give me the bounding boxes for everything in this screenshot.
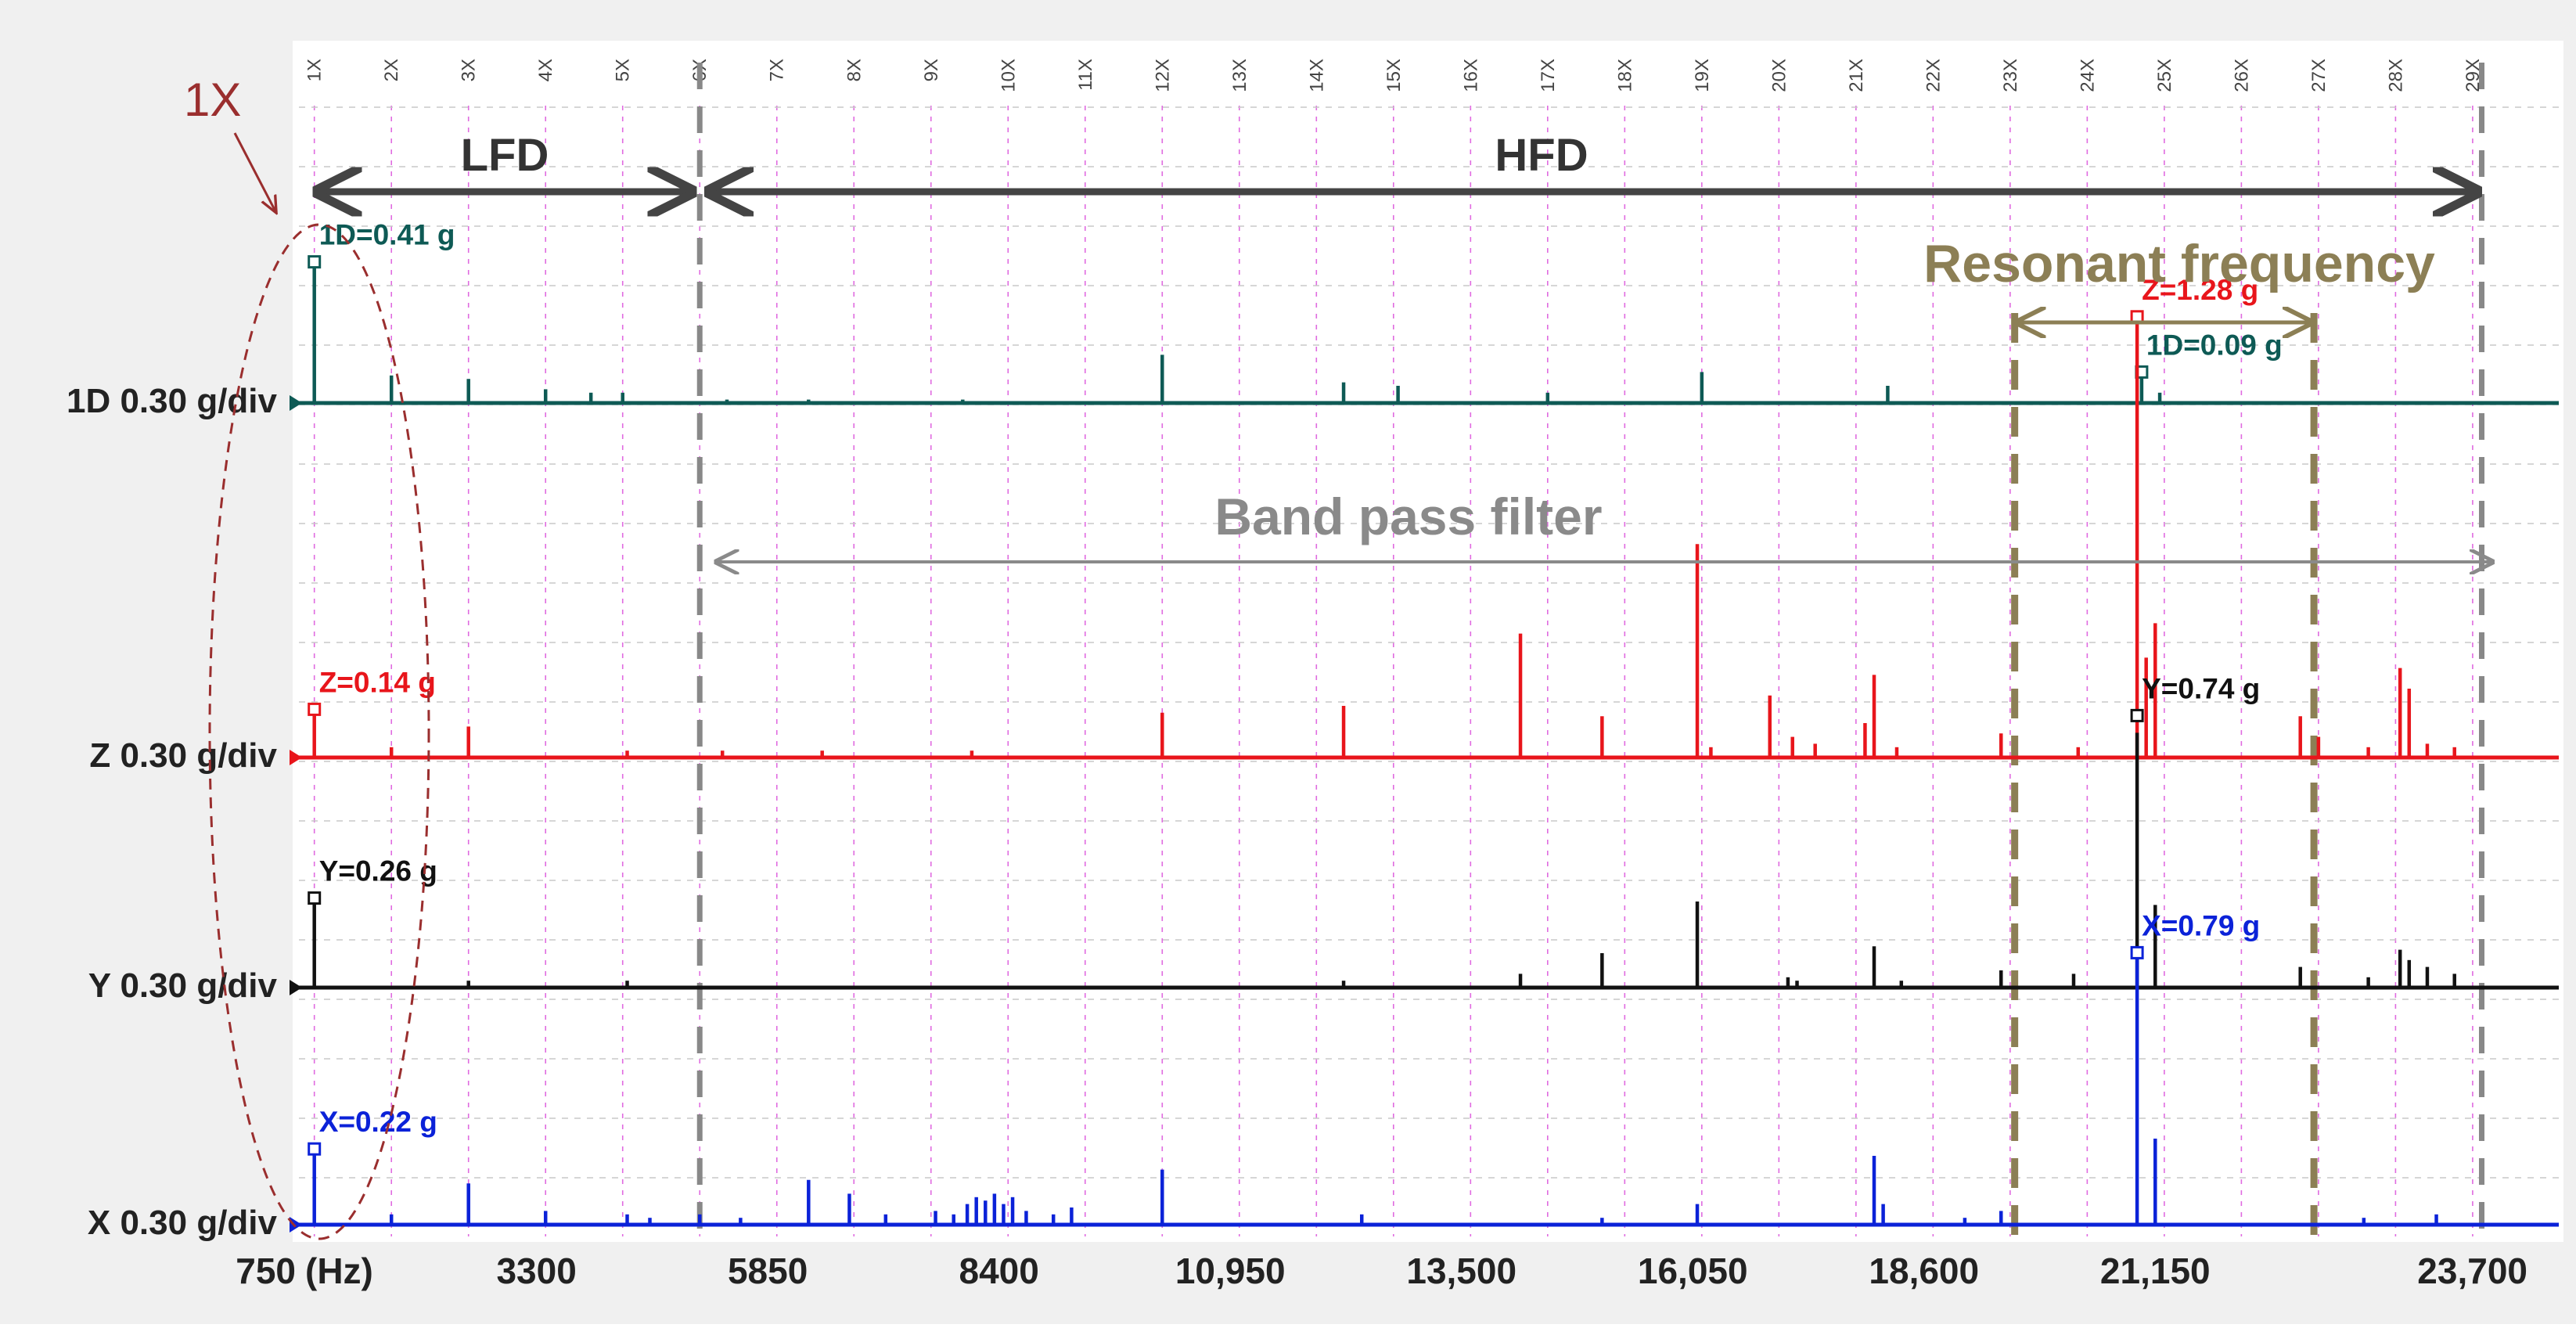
harmonic-label: 19X [1692,59,1713,92]
peak-marker [308,1142,322,1156]
harmonic-label: 2X [381,59,402,81]
peak-marker [2130,708,2144,722]
peak-annotation: X=0.79 g [2142,909,2260,941]
peak-marker [308,891,322,905]
harmonic-label: 5X [613,59,634,81]
onex-label: 1X [184,74,241,126]
baseline-marker-icon [290,395,302,411]
x-tick-label: 18,600 [1869,1251,1979,1291]
x-tick-label: 10,950 [1175,1251,1286,1291]
x-axis-group: 750 3300 5850 8400 10,950 13,500 16,050 18,600 2… [236,1251,2527,1291]
x-tick-label: 13,500 [1406,1251,1516,1291]
harmonic-label: 13X [1229,59,1250,92]
hfd-label: HFD [1495,130,1588,181]
harmonic-label: 10X [998,59,1019,92]
peak-annotation: X=0.22 g [319,1106,437,1138]
onex-arrow [233,132,275,211]
harmonic-label: 7X [767,59,788,81]
harmonic-label: 25X [2154,59,2175,92]
harmonic-label: 18X [1614,59,1635,92]
x-tick-label: 750 [236,1251,296,1291]
baseline-marker-icon [290,1217,302,1233]
harmonic-label: 3X [459,59,480,81]
series-2: Y 0.30 g/div Y=0.26 g Y=0.74 g [88,672,2559,1005]
harmonic-label: 22X [1923,59,1944,92]
harmonic-label: 26X [2231,59,2252,92]
harmonic-label: 24X [2077,59,2098,92]
x-axis-unit-label: (Hz) [305,1251,373,1291]
harmonic-label: 8X [844,59,865,81]
peak-marker [2130,945,2144,959]
harmonic-label: 14X [1306,59,1327,92]
series-label: X 0.30 g/div [88,1204,278,1242]
harmonic-label: 12X [1152,59,1173,92]
peak-marker [308,702,322,716]
baseline-marker-icon [290,980,302,995]
series-3: X 0.30 g/div X=0.22 g X=0.79 g [88,909,2559,1242]
harmonic-label: 1X [304,59,326,81]
x-tick-label: 16,050 [1638,1251,1748,1291]
onex-ellipse [208,223,430,1240]
harmonic-label: 28X [2385,59,2406,92]
peak-annotation: Y=0.74 g [2142,672,2260,704]
x-tick-label: 21,150 [2100,1251,2211,1291]
harmonic-label: 17X [1538,59,1559,92]
harmonic-label: 27X [2308,59,2330,92]
series-1: Z 0.30 g/div Z=0.14 g Z=1.28 g [89,274,2559,775]
harmonic-label: 15X [1383,59,1405,92]
grid-group: 1X2X3X4X5X6X7X8X9X10X11X12X13X14X15X16X1… [299,59,2559,1236]
x-tick-label: 8400 [959,1251,1039,1291]
harmonic-label: 9X [921,59,942,81]
x-tick-label: 3300 [496,1251,576,1291]
x-tick-label: 5850 [728,1251,808,1291]
band-pass-filter-label: Band pass filter [1214,488,1602,545]
harmonic-label: 11X [1075,59,1096,91]
series-0: 1D 0.30 g/div 1D=0.41 g 1D=0.09 g [67,219,2559,420]
peak-annotation: 1D=0.09 g [2146,329,2283,361]
peak-annotation: 1D=0.41 g [319,219,455,251]
peak-annotation: Y=0.26 g [319,855,437,887]
harmonic-label: 21X [1846,59,1867,92]
baseline-marker-icon [290,750,302,765]
peak-marker [308,255,322,269]
peak-annotation: Z=1.28 g [2142,274,2258,306]
harmonic-label: 4X [535,59,556,81]
annotation-group: 1X LFD HFD Resonant frequency Band pass filt… [184,74,2492,1240]
harmonic-label: 23X [2000,59,2021,92]
harmonic-label: 16X [1460,59,1481,92]
peak-annotation: Z=0.14 g [319,666,436,698]
harmonic-label: 20X [1768,59,1790,92]
series-label: Y 0.30 g/div [88,966,278,1005]
x-tick-label: 23,700 [2417,1251,2527,1291]
resonant-frequency-label: Resonant frequency [1923,234,2435,293]
series-label: Z 0.30 g/div [89,736,277,775]
plot-area [293,41,2563,1242]
series-label: 1D 0.30 g/div [67,382,278,420]
lfd-label: LFD [461,130,549,181]
